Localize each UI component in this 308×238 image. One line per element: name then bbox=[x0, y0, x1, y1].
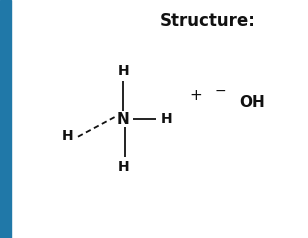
Text: H: H bbox=[117, 160, 129, 174]
Text: H: H bbox=[62, 129, 74, 143]
Text: Structure:: Structure: bbox=[160, 12, 256, 30]
Text: −: − bbox=[214, 84, 226, 97]
Text: OH: OH bbox=[240, 95, 265, 110]
Bar bbox=[0, 0, 11, 238]
Text: N: N bbox=[117, 111, 130, 127]
Text: H: H bbox=[160, 112, 172, 126]
Text: +: + bbox=[189, 88, 202, 103]
Text: H: H bbox=[117, 64, 129, 78]
